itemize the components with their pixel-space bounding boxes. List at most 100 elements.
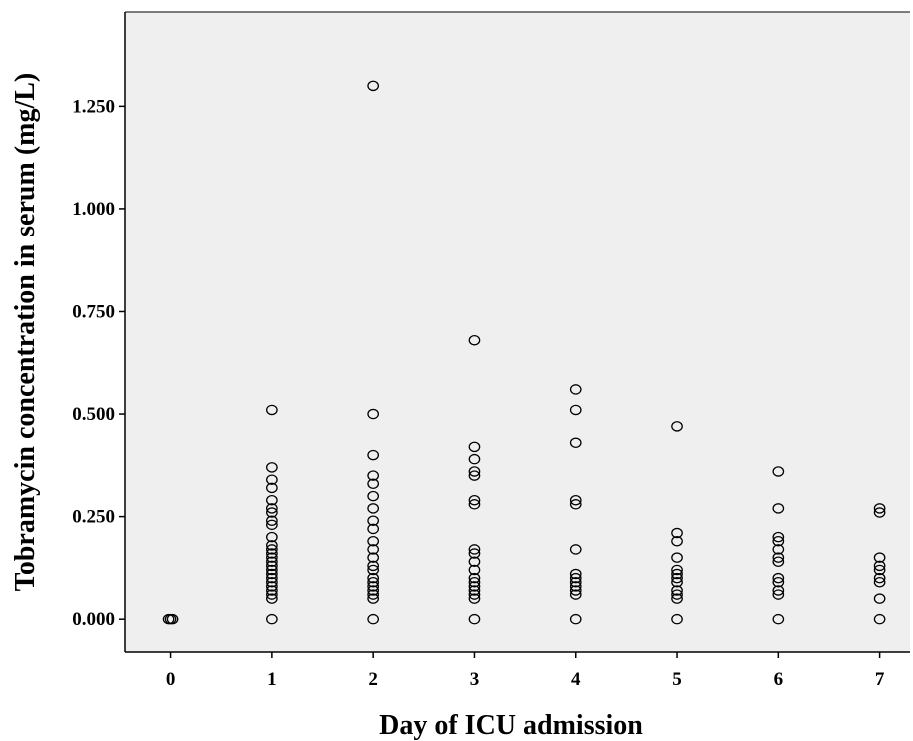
data-point	[266, 577, 278, 588]
data-point	[468, 585, 481, 596]
data-point	[468, 466, 481, 477]
data-point	[266, 531, 278, 543]
data-point	[671, 421, 683, 432]
data-point	[266, 540, 278, 551]
data-point	[266, 564, 278, 576]
data-point	[671, 577, 683, 588]
data-point	[266, 474, 278, 485]
data-point	[367, 535, 380, 547]
data-point	[266, 503, 278, 514]
data-point	[772, 613, 785, 625]
data-point	[569, 437, 582, 449]
y-tick-label: 1.250	[72, 96, 115, 117]
data-point	[367, 515, 380, 526]
data-point	[873, 552, 886, 563]
data-point	[367, 503, 380, 514]
data-point	[367, 544, 380, 555]
data-point	[772, 577, 785, 588]
data-point	[468, 470, 481, 481]
data-point	[569, 568, 582, 580]
data-point	[671, 613, 683, 625]
data-point	[772, 466, 785, 477]
x-tick-label: 1	[267, 669, 277, 690]
data-point	[873, 564, 886, 576]
data-point	[266, 572, 278, 584]
data-point	[266, 585, 278, 596]
data-point	[266, 589, 278, 600]
data-point	[468, 548, 481, 559]
data-point	[367, 408, 380, 420]
x-ticks: 0 1 2 3 4 5 6 7	[166, 652, 885, 690]
data-point	[569, 494, 582, 506]
data-points	[162, 80, 886, 625]
data-point	[569, 404, 582, 416]
data-point	[166, 613, 179, 625]
data-point	[367, 449, 380, 461]
data-point	[468, 613, 481, 625]
data-point	[671, 527, 683, 539]
data-point	[772, 535, 785, 547]
data-point	[468, 593, 481, 604]
data-point	[266, 560, 278, 572]
data-point	[367, 581, 380, 592]
data-point	[873, 593, 886, 604]
data-point	[367, 490, 380, 502]
data-point	[569, 572, 582, 584]
data-point	[266, 593, 278, 604]
data-point	[569, 613, 582, 625]
x-tick-label: 7	[875, 669, 885, 690]
data-point	[671, 593, 683, 604]
data-point	[367, 470, 380, 481]
data-point	[266, 462, 278, 473]
data-point	[266, 552, 278, 563]
x-tick-label: 2	[368, 669, 378, 690]
data-point	[367, 552, 380, 563]
x-axis-title: Day of ICU admission	[379, 710, 643, 741]
data-point	[367, 577, 380, 588]
data-point	[873, 577, 886, 588]
y-ticks: 0.000 0.250 0.500 0.750 1.000 1.250	[72, 96, 125, 630]
data-point	[772, 556, 785, 567]
data-point	[569, 589, 582, 600]
data-point	[569, 384, 582, 395]
x-tick-label: 0	[166, 669, 176, 690]
data-point	[367, 564, 380, 576]
data-point	[772, 552, 785, 563]
data-point	[367, 80, 380, 92]
data-point	[671, 568, 683, 580]
data-point	[772, 585, 785, 596]
data-point	[772, 544, 785, 555]
data-point	[367, 593, 380, 604]
data-point	[671, 589, 683, 600]
data-point	[266, 507, 278, 518]
x-tick-label: 3	[470, 669, 480, 690]
data-point	[671, 564, 683, 576]
data-point	[266, 544, 278, 555]
data-point	[468, 544, 481, 555]
data-point	[367, 478, 380, 490]
y-tick-label: 0.000	[72, 609, 115, 630]
data-point	[468, 589, 481, 600]
x-tick-label: 5	[672, 669, 682, 690]
data-point	[569, 577, 582, 588]
data-point	[468, 494, 481, 506]
data-point	[468, 441, 481, 453]
data-point	[569, 544, 582, 555]
data-point	[671, 552, 683, 563]
y-tick-label: 0.250	[72, 507, 115, 528]
data-point	[772, 572, 785, 584]
data-point	[266, 404, 278, 416]
data-point	[772, 531, 785, 543]
x-tick-label: 4	[571, 669, 581, 690]
data-point	[873, 503, 886, 514]
data-point	[468, 564, 481, 576]
data-point	[367, 560, 380, 572]
data-point	[266, 519, 278, 531]
data-point	[367, 572, 380, 584]
plot-area	[125, 12, 910, 652]
data-point	[468, 453, 481, 465]
data-point	[873, 572, 886, 584]
data-point	[772, 503, 785, 514]
data-point	[367, 585, 380, 596]
